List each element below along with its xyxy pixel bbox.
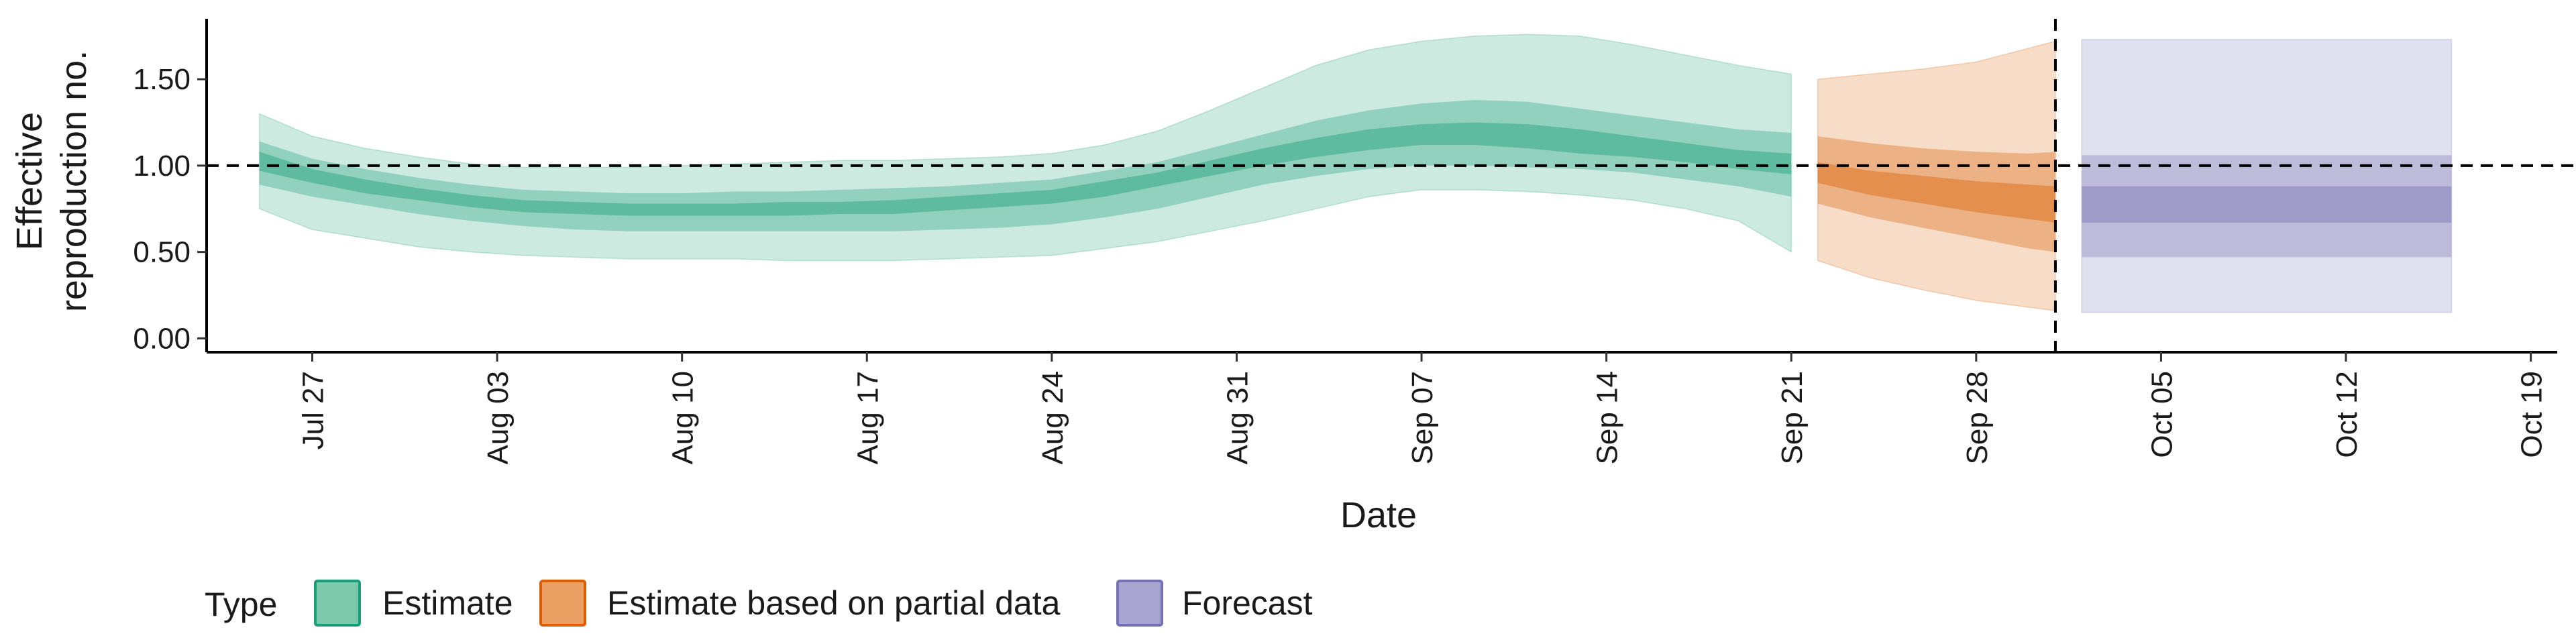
x-tick-label: Oct 12 xyxy=(2330,371,2363,458)
y-axis-title-line-1: Effective xyxy=(9,112,50,250)
legend-title: Type xyxy=(205,586,277,623)
x-tick-label: Aug 24 xyxy=(1036,371,1069,464)
x-tick-label: Sep 21 xyxy=(1776,371,1809,464)
legend-key-forecast xyxy=(1116,580,1163,627)
legend-label-partial: Estimate based on partial data xyxy=(607,584,1061,622)
forecast-mid-band xyxy=(2082,155,2452,258)
x-tick-label: Sep 14 xyxy=(1591,371,1624,464)
y-axis-ticks: 0.00 0.50 1.00 1.50 xyxy=(133,63,207,355)
legend: Type Estimate Estimate based on partial … xyxy=(205,580,1313,627)
legend-key-estimate xyxy=(314,580,361,627)
x-tick-label: Oct 19 xyxy=(2516,371,2548,458)
y-tick-label: 0.00 xyxy=(133,322,191,355)
estimate-based-on-partial-data-inner-band xyxy=(1817,162,2055,223)
x-axis-title: Date xyxy=(1340,495,1417,535)
reference-lines xyxy=(207,19,2576,352)
x-tick-label: Jul 27 xyxy=(297,371,329,449)
x-tick-label: Sep 28 xyxy=(1961,371,1994,464)
estimate-outer-band xyxy=(258,34,1792,262)
ribbons-layer xyxy=(258,34,2453,313)
forecast-inner-band xyxy=(2082,186,2452,223)
x-tick-label: Aug 10 xyxy=(667,371,700,464)
x-tick-label: Aug 31 xyxy=(1221,371,1254,464)
y-tick-label: 1.50 xyxy=(133,63,191,96)
x-tick-label: Aug 17 xyxy=(851,371,884,464)
y-tick-label: 0.50 xyxy=(133,236,191,269)
x-axis-ticks: Jul 27 Aug 03 Aug 10 Aug 17 Aug 24 Aug 31 Sep … xyxy=(297,352,2548,464)
y-tick-label: 1.00 xyxy=(133,150,191,182)
y-axis-title: Effective reproduction no. xyxy=(9,50,94,312)
estimate-inner-band xyxy=(259,122,1792,216)
x-tick-label: Sep 07 xyxy=(1406,371,1439,464)
forecast-outer-band xyxy=(2081,39,2453,313)
estimate-mid-band xyxy=(259,100,1792,231)
legend-key-partial xyxy=(539,580,586,627)
x-tick-label: Aug 03 xyxy=(482,371,515,464)
legend-label-estimate: Estimate xyxy=(382,584,513,622)
axes-layer xyxy=(205,19,2557,354)
legend-label-forecast: Forecast xyxy=(1182,584,1313,622)
x-tick-label: Oct 05 xyxy=(2145,371,2178,458)
y-axis-title-line-2: reproduction no. xyxy=(54,50,94,312)
